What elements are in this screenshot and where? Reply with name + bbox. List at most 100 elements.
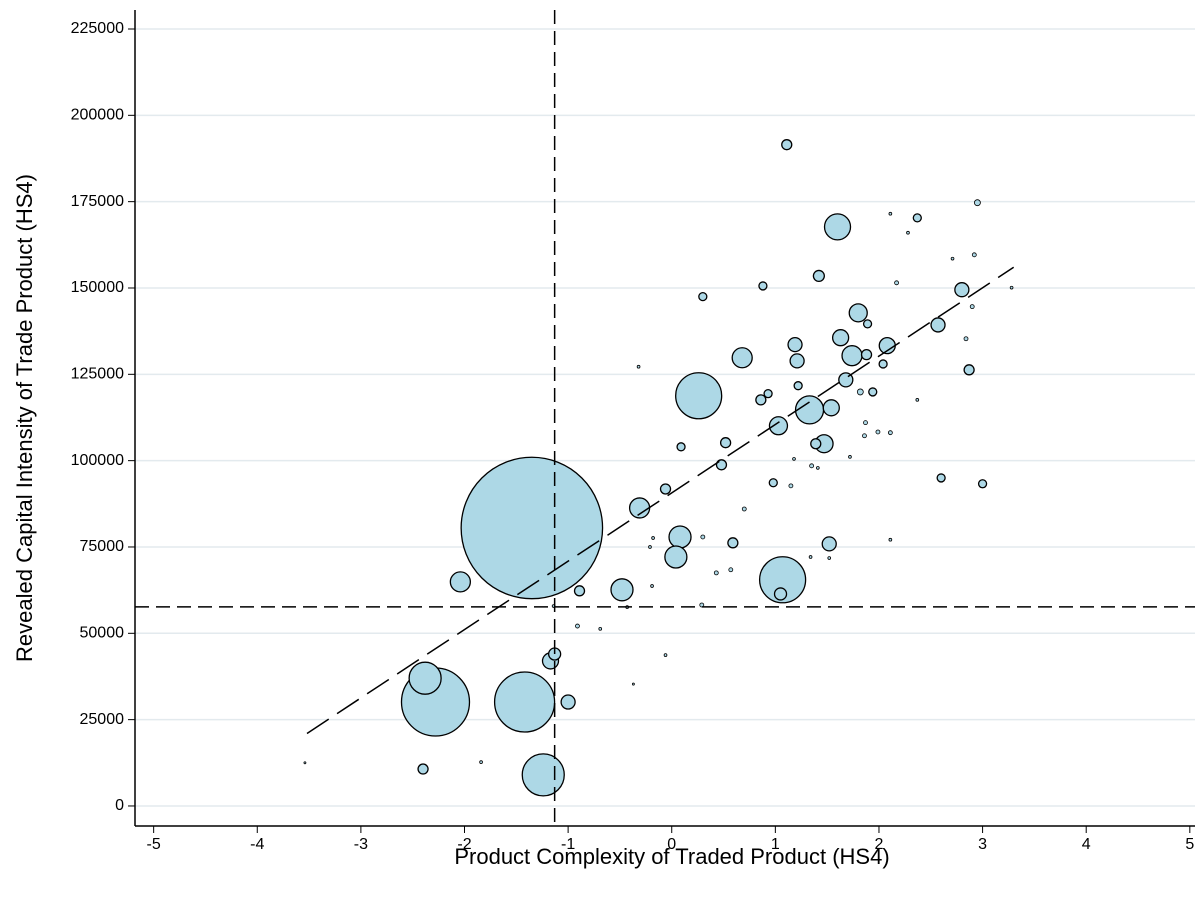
y-tick-label: 175000: [71, 193, 124, 210]
bubble: [823, 213, 852, 241]
bubble: [781, 139, 793, 151]
bubble: [974, 199, 981, 207]
bubble: [1009, 285, 1014, 290]
bubble: [963, 336, 969, 342]
bubble: [676, 442, 686, 452]
bubble: [816, 466, 820, 470]
x-axis-title: Product Complexity of Traded Product (HS…: [454, 844, 889, 869]
x-tick-label: 1: [771, 836, 780, 853]
x-tick-label: -4: [250, 836, 264, 853]
y-tick-label: 125000: [71, 366, 124, 383]
bubble: [787, 336, 803, 353]
bubble: [417, 763, 429, 775]
bubble: [827, 556, 832, 560]
bubble: [856, 388, 864, 396]
x-tick-label: -5: [147, 836, 161, 853]
bubble: [408, 661, 442, 695]
x-tick-label: -3: [354, 836, 368, 853]
bubble: [663, 653, 668, 657]
bubble: [793, 381, 803, 391]
fit-line: [306, 266, 1015, 735]
bubble: [875, 429, 881, 435]
bubble: [936, 473, 946, 483]
bubble: [862, 433, 867, 439]
bubble: [650, 584, 654, 588]
bubble: [831, 329, 850, 347]
bubble: [728, 567, 734, 573]
bubble: [788, 483, 794, 489]
bubble: [636, 364, 641, 369]
y-tick-label: 225000: [71, 20, 124, 37]
bubble: [768, 416, 789, 436]
bubble: [741, 506, 747, 512]
bubble: [675, 372, 723, 420]
bubble: [912, 213, 922, 223]
bubble: [821, 536, 837, 552]
bubble: [731, 347, 753, 369]
bubble: [969, 304, 975, 310]
bubble: [878, 359, 888, 369]
bubble: [560, 694, 576, 710]
bubble: [699, 602, 705, 608]
bubble: [887, 430, 893, 436]
bubble: [954, 282, 970, 298]
bubble: [755, 394, 767, 406]
bubble: [303, 761, 307, 765]
bubble: [915, 398, 920, 402]
x-tick-label: -1: [561, 836, 575, 853]
bubble: [906, 230, 910, 235]
bubble: [521, 753, 565, 797]
bubble: [664, 545, 688, 569]
bubble: [668, 525, 692, 549]
bubble: [822, 399, 840, 417]
y-tick-label: 75000: [80, 538, 125, 555]
bubble: [950, 256, 955, 261]
y-tick-label: 25000: [80, 711, 125, 728]
bubble: [812, 269, 825, 283]
bubble: [862, 319, 873, 329]
bubble: [868, 387, 878, 397]
bubble: [888, 211, 893, 216]
bubble: [810, 438, 822, 450]
bubble: [719, 437, 732, 449]
bubble: [863, 420, 868, 426]
bubble: [573, 585, 586, 597]
bubble: [479, 760, 483, 764]
bubble: [808, 555, 813, 559]
x-tick-label: 5: [1185, 836, 1194, 853]
bubble: [493, 671, 556, 733]
bubble: [860, 348, 873, 361]
bubble: [773, 587, 788, 601]
x-tick-label: 2: [875, 836, 884, 853]
bubble: [768, 478, 778, 488]
bubble: [628, 497, 651, 519]
bubble: [888, 537, 893, 542]
y-axis-title: Revealed Capital Intensity of Trade Prod…: [12, 174, 37, 662]
x-tick-label: 4: [1082, 836, 1091, 853]
bubble: [651, 536, 655, 540]
bubble: [631, 682, 635, 686]
bubble: [758, 556, 807, 604]
y-tick-label: 100000: [71, 452, 124, 469]
bubble: [713, 570, 719, 576]
bubble: [460, 456, 604, 600]
bubble: [648, 545, 652, 549]
bubble: [698, 291, 708, 302]
y-tick-label: 150000: [71, 279, 124, 296]
bubble: [841, 345, 863, 367]
bubble: [848, 455, 852, 459]
x-tick-label: -2: [457, 836, 471, 853]
bubble: [449, 571, 472, 593]
bubble: [575, 623, 580, 629]
bubble: [659, 483, 672, 495]
x-tick-label: 3: [978, 836, 987, 853]
bubble: [971, 252, 977, 258]
bubble: [930, 317, 946, 333]
bubble: [963, 364, 975, 376]
bubble: [727, 537, 739, 549]
bubble: [598, 627, 603, 631]
bubble: [792, 457, 796, 461]
y-tick-label: 200000: [71, 107, 124, 124]
bubble: [758, 281, 768, 291]
